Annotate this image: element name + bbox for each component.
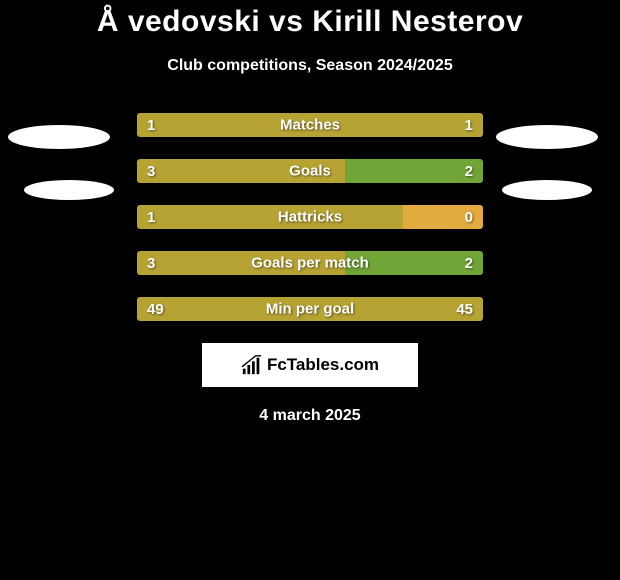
bar-label: Min per goal [266,301,354,318]
bar-right-value: 45 [456,301,473,318]
bar-right-value: 2 [465,255,473,272]
comparison-bars: 1 1 Matches 3 2 Goals 1 0 Hattricks 3 2 Goals per m… [137,113,483,321]
decorative-ellipse-top-right [496,125,598,149]
bar-right-value: 1 [465,117,473,134]
bar-row: 49 45 Min per goal [137,297,483,321]
logo-box: FcTables.com [202,343,418,387]
bar-left-value: 1 [147,117,155,134]
page-title: Å vedovski vs Kirill Nesterov [0,5,620,39]
bar-right-value: 2 [465,163,473,180]
bar-row: 3 2 Goals [137,159,483,183]
decorative-ellipse-bottom-left [24,180,114,200]
main-container: Å vedovski vs Kirill Nesterov Club compe… [0,0,620,425]
bar-label: Hattricks [278,209,342,226]
date-label: 4 march 2025 [0,407,620,425]
bar-label: Goals per match [251,255,369,272]
bar-left-segment: 1 [137,205,403,229]
bar-chart-icon [241,354,263,376]
decorative-ellipse-bottom-right [502,180,592,200]
bar-label: Goals [289,163,331,180]
decorative-ellipse-top-left [8,125,110,149]
subtitle: Club competitions, Season 2024/2025 [0,57,620,75]
logo-text: FcTables.com [267,355,379,375]
bar-left-value: 3 [147,163,155,180]
bar-row: 3 2 Goals per match [137,251,483,275]
bar-left-value: 1 [147,209,155,226]
bar-right-value: 0 [465,209,473,226]
bar-left-value: 3 [147,255,155,272]
bar-left-value: 49 [147,301,164,318]
logo-content: FcTables.com [241,354,379,376]
bar-row: 1 0 Hattricks [137,205,483,229]
bar-right-segment: 0 [403,205,483,229]
bar-row: 1 1 Matches [137,113,483,137]
bar-label: Matches [280,117,340,134]
bar-right-segment: 2 [345,159,483,183]
